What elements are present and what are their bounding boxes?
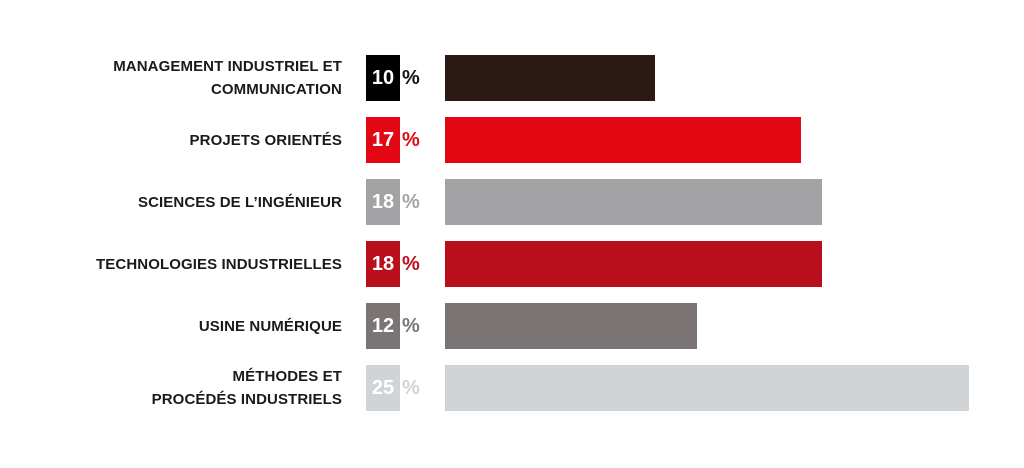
percent-symbol: %: [402, 128, 420, 151]
value-label: 10: [366, 55, 400, 101]
bar: [445, 365, 969, 411]
category-label-line: COMMUNICATION: [210, 81, 342, 98]
category-label-line: MÉTHODES ET: [232, 368, 342, 385]
value-label: 12: [366, 303, 400, 349]
category-label: MÉTHODES ET PROCÉDÉS INDUSTRIELS: [12, 365, 342, 411]
category-label: TECHNOLOGIES INDUSTRIELLES: [12, 241, 342, 287]
percent-symbol: %: [402, 376, 420, 399]
category-label: MANAGEMENT INDUSTRIEL ET COMMUNICATION: [12, 55, 342, 101]
bar: [445, 303, 697, 349]
value-label: 18: [366, 179, 400, 225]
percent-symbol: %: [402, 190, 420, 213]
category-label-line: MANAGEMENT INDUSTRIEL ET: [113, 58, 342, 75]
bar: [445, 241, 822, 287]
chart-row: PROJETS ORIENTÉS 17%: [0, 117, 1024, 163]
chart-row: MANAGEMENT INDUSTRIEL ET COMMUNICATION 10%: [0, 55, 1024, 101]
percent-symbol: %: [402, 252, 420, 275]
category-label: USINE NUMÉRIQUE: [12, 303, 342, 349]
chart-row: USINE NUMÉRIQUE 12%: [0, 303, 1024, 349]
bar: [445, 179, 822, 225]
category-label: PROJETS ORIENTÉS: [12, 117, 342, 163]
category-label-line: PROJETS ORIENTÉS: [189, 131, 342, 149]
bar: [445, 117, 801, 163]
category-label-line: SCIENCES DE L’INGÉNIEUR: [137, 193, 342, 211]
chart-row: MÉTHODES ET PROCÉDÉS INDUSTRIELS 25%: [0, 365, 1024, 411]
value-label: 18: [366, 241, 400, 287]
chart-row: TECHNOLOGIES INDUSTRIELLES 18%: [0, 241, 1024, 287]
percent-symbol: %: [402, 314, 420, 337]
category-label-line: TECHNOLOGIES INDUSTRIELLES: [96, 255, 342, 273]
value-label: 17: [366, 117, 400, 163]
bar: [445, 55, 655, 101]
percent-symbol: %: [402, 66, 420, 89]
category-label-line: USINE NUMÉRIQUE: [198, 317, 342, 335]
category-label-line: PROCÉDÉS INDUSTRIELS: [151, 391, 342, 408]
chart-row: SCIENCES DE L’INGÉNIEUR 18%: [0, 179, 1024, 225]
category-label: SCIENCES DE L’INGÉNIEUR: [12, 179, 342, 225]
value-label: 25: [366, 365, 400, 411]
